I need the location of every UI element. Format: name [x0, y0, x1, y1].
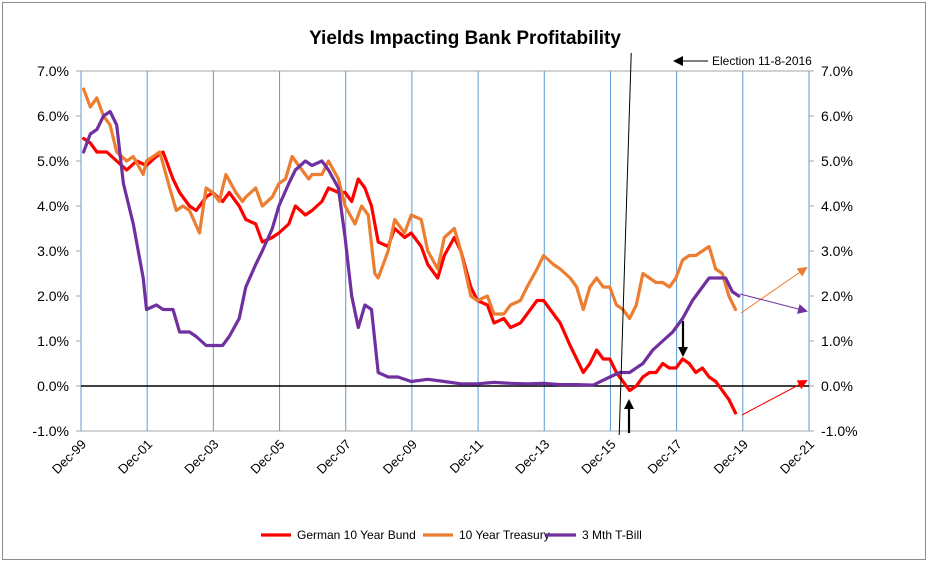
- y-tick-label-right: 3.0%: [821, 243, 853, 259]
- y-tick-label-left: 7.0%: [37, 63, 69, 79]
- series-line-3: [82, 109, 741, 387]
- x-tick-label: Dec-11: [447, 437, 487, 477]
- y-tick-label-left: 0.0%: [37, 378, 69, 394]
- x-tick-label: Dec-99: [49, 437, 89, 477]
- y-tick-label-right: 6.0%: [821, 108, 853, 124]
- annotations: Election 11-8-2016: [618, 52, 812, 436]
- x-tick-label: Dec-09: [380, 437, 420, 477]
- tbill-trend-arrow: [739, 293, 808, 314]
- x-tick-label: Dec-03: [181, 437, 221, 477]
- y-tick-label-right: 0.0%: [821, 378, 853, 394]
- legend-label: 3 Mth T-Bill: [582, 528, 642, 542]
- series-line-2: [82, 87, 738, 321]
- chart-title: Yields Impacting Bank Profitability: [309, 28, 621, 49]
- y-tick-label-right: 2.0%: [821, 288, 853, 304]
- x-tick-label: Dec-19: [711, 437, 751, 477]
- x-tick-label: Dec-01: [115, 437, 155, 477]
- election-marker-line: [618, 52, 632, 436]
- series-line-1: [82, 136, 738, 415]
- x-tick-label: Dec-13: [512, 437, 552, 477]
- y-tick-label-right: 7.0%: [821, 63, 853, 79]
- series-lines: [82, 87, 741, 415]
- y-tick-label-left: 1.0%: [37, 333, 69, 349]
- y-tick-label-left: 3.0%: [37, 243, 69, 259]
- treasury-trend-arrow: [740, 266, 808, 314]
- y-tick-label-left: 5.0%: [37, 153, 69, 169]
- y-tick-label-left: 2.0%: [37, 288, 69, 304]
- legend-label: 10 Year Treasury: [459, 528, 550, 542]
- y-tick-label-right: -1.0%: [821, 423, 858, 439]
- bund-trend-arrow: [741, 380, 808, 416]
- x-tick-label: Dec-21: [777, 437, 817, 477]
- x-tick-label: Dec-05: [247, 437, 287, 477]
- y-tick-label-right: 5.0%: [821, 153, 853, 169]
- election-label: Election 11-8-2016: [712, 54, 812, 68]
- x-tick-label: Dec-07: [314, 437, 354, 477]
- y-tick-label-right: 1.0%: [821, 333, 853, 349]
- y-tick-label-left: -1.0%: [32, 423, 69, 439]
- y-tick-label-left: 4.0%: [37, 198, 69, 214]
- chart: Yields Impacting Bank Profitability 7.0%…: [32, 28, 857, 542]
- x-tick-label: Dec-17: [645, 437, 685, 477]
- y-tick-label-left: 6.0%: [37, 108, 69, 124]
- axes: 7.0% 7.0% 6.0% 6.0% 5.0% 5.0% 4.0% 4.0% 3.0% 3.0%…: [32, 63, 857, 477]
- legend-label: German 10 Year Bund: [297, 528, 416, 542]
- x-tick-label: Dec-15: [578, 437, 618, 477]
- legend: German 10 Year Bund 10 Year Treasury 3 Mth…: [261, 528, 642, 542]
- y-tick-label-right: 4.0%: [821, 198, 853, 214]
